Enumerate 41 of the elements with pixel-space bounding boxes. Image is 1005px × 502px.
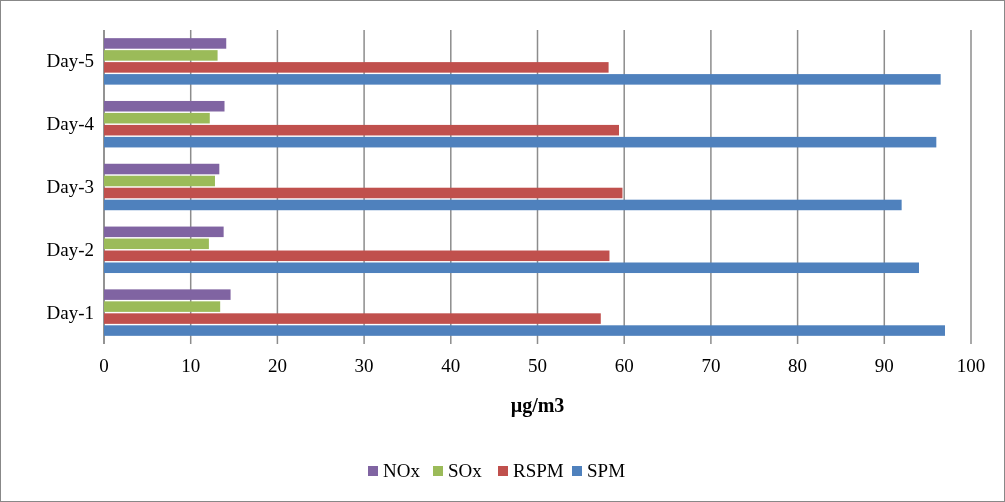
legend-label: NOx (383, 460, 421, 481)
x-tick-label: 10 (181, 355, 201, 376)
bar (104, 262, 919, 274)
legend-label: SOx (448, 460, 483, 481)
bar (104, 238, 209, 250)
bar (104, 289, 231, 300)
bar (104, 163, 220, 175)
bar (104, 325, 945, 336)
bar (104, 38, 227, 49)
bar (104, 175, 215, 187)
x-axis-title: µg/m3 (510, 394, 565, 417)
bar (104, 187, 623, 199)
bar (104, 199, 902, 211)
bar (104, 226, 224, 238)
x-tick-label: 20 (267, 355, 287, 376)
x-tick-label: 60 (614, 355, 634, 376)
x-tick-label: 70 (701, 355, 721, 376)
x-tick-label: 30 (354, 355, 374, 376)
x-tick-label: 90 (874, 355, 894, 376)
x-tick-label: 0 (99, 355, 109, 376)
y-tick-label: Day-2 (46, 238, 94, 260)
bar (104, 112, 210, 124)
bar (104, 50, 218, 61)
bar (104, 100, 225, 112)
bar (104, 62, 609, 73)
bar (104, 301, 221, 312)
bar (104, 313, 601, 324)
x-tick-label: 40 (441, 355, 461, 376)
bar (104, 250, 610, 262)
x-tick-label: 80 (788, 355, 808, 376)
y-tick-label: Day-1 (46, 301, 94, 323)
bar (104, 74, 941, 85)
y-tick-label: Day-3 (46, 176, 94, 197)
y-tick-label: Day-4 (46, 113, 95, 135)
x-tick-label: 100 (956, 355, 986, 376)
x-tick-label: 50 (528, 355, 547, 376)
y-tick-label: Day-5 (46, 50, 94, 72)
legend-label: RSPM (513, 460, 564, 481)
bar (104, 124, 619, 136)
bar (104, 136, 937, 148)
legend-label: SPM (587, 460, 626, 481)
